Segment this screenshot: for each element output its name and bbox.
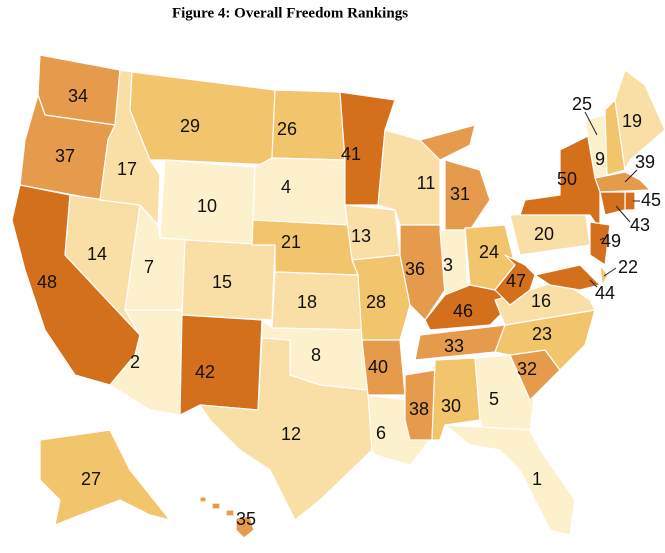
state-region [494,309,596,371]
rank-label: 1 [532,469,542,489]
rank-label: 25 [572,94,592,114]
leader-line [615,205,631,223]
leader-lines [584,111,640,288]
rank-label: 26 [277,119,297,139]
rank-label: 22 [618,257,638,277]
rank-label: 35 [236,509,256,529]
rank-label: 16 [531,291,551,311]
rank-label: 49 [601,231,621,251]
leader-line [603,267,617,277]
leader-line [624,169,638,183]
rank-label: 13 [351,226,371,246]
rank-label: 37 [55,146,75,166]
state-region [494,254,536,306]
leader-line [589,279,598,288]
rank-label: 18 [297,292,317,312]
state-region [129,71,276,166]
rank-label: 27 [81,469,101,489]
states [11,54,665,539]
rank-label: 4 [281,177,291,197]
rank-label: 50 [557,169,577,189]
state-region [179,314,263,416]
rank-label: 5 [489,389,499,409]
rank-label: 12 [281,424,301,444]
state-region [599,264,609,286]
state-region [404,369,436,441]
leader-line [599,237,605,241]
rank-label: 29 [180,116,200,136]
rank-label: 44 [595,283,615,303]
rank-label: 34 [68,86,88,106]
rank-label: 31 [450,184,470,204]
rank-label: 11 [417,173,436,193]
state-region [199,496,255,539]
rank-label: 32 [517,359,537,379]
rank-label: 40 [368,357,388,377]
rank-label: 39 [635,152,655,172]
rank-label: 36 [405,259,425,279]
rank-label: 42 [195,362,215,382]
leader-line [584,111,598,136]
rank-label: 17 [117,159,137,179]
rank-label: 48 [37,272,57,292]
rank-label: 2 [130,352,140,372]
rank-label: 38 [409,399,429,419]
rank-label: 7 [144,257,154,277]
state-region [39,429,171,526]
rank-label: 6 [376,423,386,443]
rank-label: 30 [441,396,461,416]
state-region [444,424,576,536]
rank-label: 21 [281,232,301,252]
rank-label: 33 [444,336,464,356]
rank-label: 8 [311,345,321,365]
state-region [419,124,491,231]
rank-label: 43 [630,215,650,235]
rank-label: 47 [506,271,526,291]
state-region [589,221,611,266]
rank-label: 28 [366,292,386,312]
state-region [614,69,665,171]
state-region [252,157,349,226]
figure-title: Figure 4: Overall Freedom Rankings [172,5,408,21]
rank-label: 3 [443,255,453,275]
rank-label: 19 [622,111,642,131]
rank-label: 20 [534,224,554,244]
rank-label: 15 [212,272,232,292]
state-region [534,264,601,291]
rank-labels: 3437481417291072154226421188124113284061… [37,86,661,529]
state-region [199,337,373,521]
rank-label: 45 [641,190,661,210]
rank-label: 9 [595,149,605,169]
rank-label: 24 [479,242,499,262]
state-region [594,171,651,193]
rank-label: 46 [453,301,473,321]
rank-label: 10 [197,196,217,216]
rank-label: 14 [87,244,107,264]
rank-label: 23 [532,324,552,344]
rank-label: 41 [341,144,361,164]
